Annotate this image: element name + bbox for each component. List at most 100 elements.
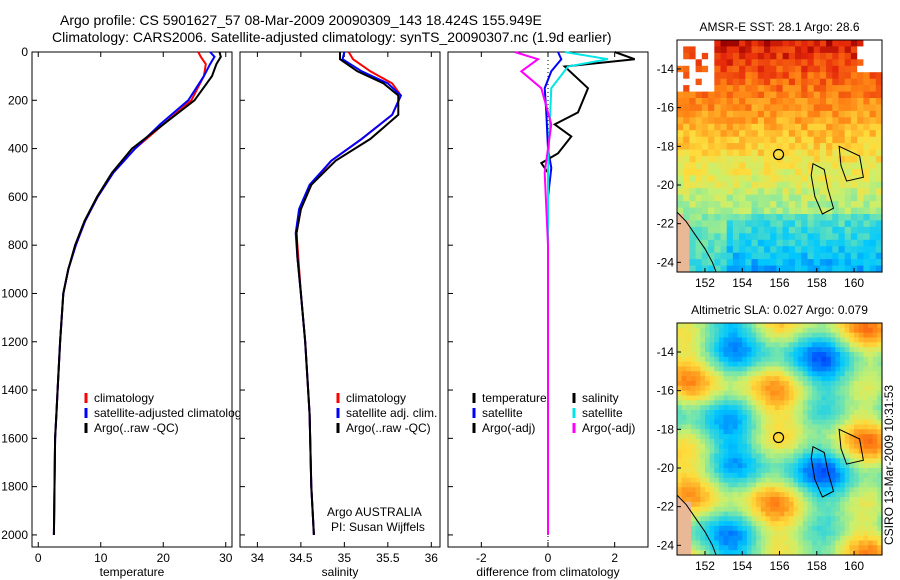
map-cell: [723, 376, 729, 382]
map-cell: [802, 443, 809, 450]
map-cell: [807, 511, 813, 517]
map-cell: [683, 136, 690, 144]
map-cell: [782, 149, 790, 157]
map-cell: [849, 337, 855, 343]
map-cell: [726, 46, 734, 54]
map-cell: [857, 188, 864, 196]
map-cell: [757, 246, 765, 254]
map-cell: [826, 117, 833, 125]
map-cell: [788, 477, 795, 484]
map-cell: [739, 91, 746, 99]
map-cell: [681, 400, 687, 406]
map-cell: [858, 361, 864, 368]
map-cell: [709, 419, 715, 426]
map-cell: [695, 46, 703, 54]
map-cell: [826, 521, 832, 527]
map-cell: [826, 98, 833, 105]
map-cell: [760, 419, 767, 426]
map-cell: [681, 419, 687, 426]
map-cell: [830, 545, 837, 551]
map-cell: [732, 252, 740, 260]
map-cell: [774, 472, 781, 479]
map-cell: [802, 400, 809, 406]
map-cell: [821, 535, 827, 542]
map-cell: [863, 521, 869, 527]
map-cell: [681, 506, 687, 513]
map-cell: [737, 439, 743, 445]
map-cell: [807, 477, 813, 484]
map-cell: [840, 530, 846, 537]
map-cell: [770, 239, 777, 247]
map-cell: [728, 376, 734, 382]
map-cell: [691, 376, 697, 382]
map-cell: [832, 59, 840, 67]
map-cell: [695, 246, 703, 254]
map-cell: [821, 395, 827, 401]
map-cell: [726, 149, 734, 157]
map-cell: [826, 85, 833, 93]
map-cell: [807, 91, 815, 99]
map-cell: [677, 123, 684, 131]
map-cell: [782, 136, 790, 144]
map-cell: [746, 429, 753, 435]
y-tick-label: 800: [8, 238, 28, 252]
map-cell: [764, 226, 771, 234]
map-cell: [802, 501, 809, 508]
map-cell: [718, 530, 725, 537]
map-cell: [776, 117, 784, 125]
map-cell: [807, 98, 815, 105]
map-cell: [728, 506, 734, 513]
map-cell: [857, 91, 864, 99]
map-cell: [728, 535, 734, 542]
map-cell: [868, 405, 874, 411]
map-cell: [691, 400, 697, 406]
map-cell: [756, 511, 762, 517]
map-cell: [877, 405, 883, 411]
map-cell: [813, 239, 821, 247]
map-cell: [826, 252, 833, 260]
map-cell: [807, 207, 815, 215]
map-cell: [760, 347, 767, 353]
map-cell: [868, 497, 874, 503]
map-cell: [776, 252, 784, 260]
map-cell: [850, 117, 858, 125]
map-cell: [869, 265, 877, 273]
map-cell: [705, 477, 711, 484]
map-cell: [830, 323, 837, 329]
map-cell: [850, 130, 858, 138]
map-cell: [709, 511, 715, 517]
map-cell: [819, 143, 827, 151]
map-cell: [840, 453, 846, 459]
map-cell: [709, 453, 715, 459]
map-cell: [720, 65, 728, 73]
map-cell: [854, 390, 860, 397]
map-cell: [683, 156, 690, 163]
map-cell: [782, 175, 790, 183]
map-cell: [742, 390, 748, 397]
map-cell: [689, 65, 697, 73]
map-cell: [689, 201, 697, 209]
map-cell: [807, 468, 813, 474]
map-cell: [756, 424, 762, 430]
map-cell: [770, 468, 776, 474]
map-cell: [739, 214, 746, 221]
map-cell: [782, 65, 790, 73]
map-cell: [830, 381, 837, 387]
map-cell: [835, 405, 841, 411]
map-cell: [779, 448, 785, 455]
map-cell: [708, 265, 715, 273]
map-cell: [850, 214, 858, 221]
map-cell: [830, 477, 837, 484]
map-cell: [726, 214, 734, 221]
map-cell: [869, 207, 877, 215]
map-cell: [737, 347, 743, 353]
map-cell: [826, 265, 833, 273]
map-cell: [726, 252, 734, 260]
map-cell: [802, 521, 809, 527]
map-cell: [695, 52, 703, 60]
map-cell: [746, 439, 753, 445]
map-cell: [714, 516, 720, 522]
map-cell: [782, 168, 790, 176]
map-cell: [764, 40, 771, 47]
map-cell: [705, 323, 711, 329]
